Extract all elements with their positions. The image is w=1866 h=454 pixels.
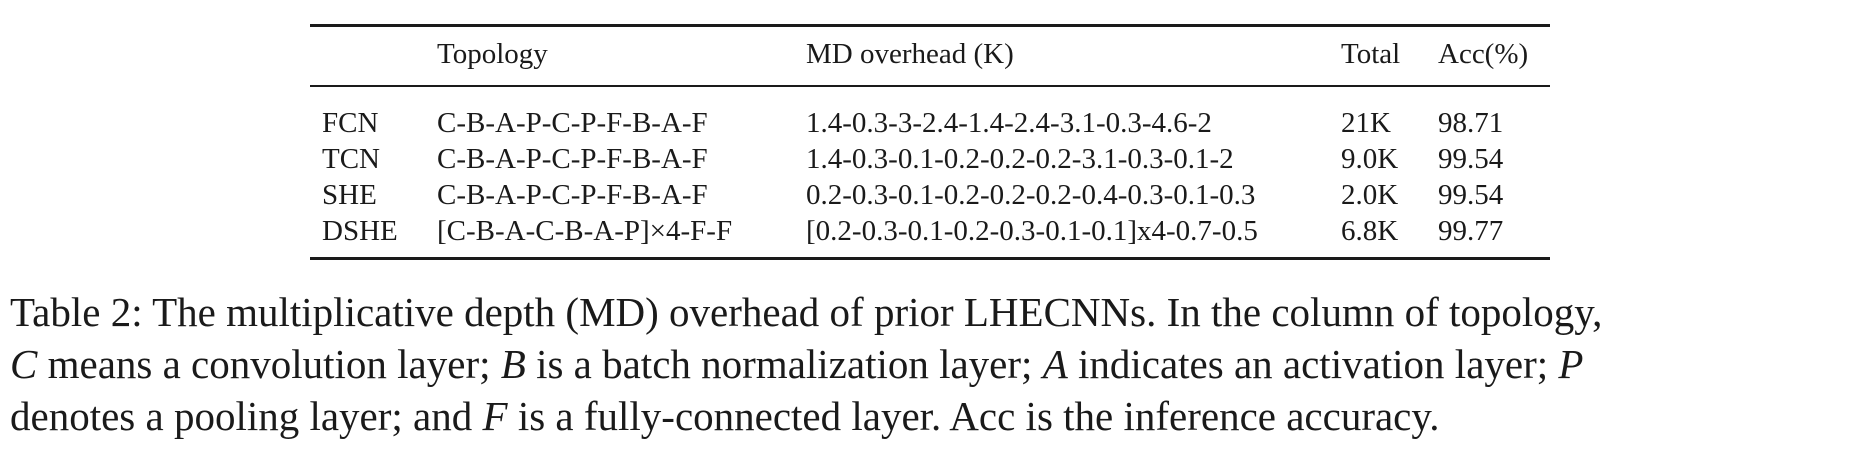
caption-text: is a batch normalization layer; [525,341,1043,387]
header-cell-md-overhead: MD overhead (K) [806,38,1014,70]
row-tcn-model: TCN [322,143,380,175]
caption-text: denotes a pooling layer; and [10,393,483,439]
caption-text: is a fully-connected layer. Acc is the i… [507,393,1440,439]
row-fcn-model: FCN [322,107,379,139]
table-caption: Table 2: The multiplicative depth (MD) o… [10,286,1860,442]
row-dshe-model: DSHE [322,215,398,247]
row-she-topology: C-B-A-P-C-P-F-B-A-F [437,179,708,211]
row-fcn-md-overhead: 1.4-0.3-3-2.4-1.4-2.4-3.1-0.3-4.6-2 [806,107,1212,139]
row-fcn-acc: 98.71 [1438,107,1504,139]
caption-line-3: denotes a pooling layer; and F is a full… [10,390,1860,442]
row-she-total: 2.0K [1341,179,1399,211]
caption-var-b: B [500,341,526,387]
caption-line-1: Table 2: The multiplicative depth (MD) o… [10,289,1603,335]
row-she-model: SHE [322,179,377,211]
row-fcn-topology: C-B-A-P-C-P-F-B-A-F [437,107,708,139]
caption-var-c: C [10,341,38,387]
row-tcn-topology: C-B-A-P-C-P-F-B-A-F [437,143,708,175]
table-header-rule [310,85,1550,87]
row-dshe-md-overhead: [0.2-0.3-0.1-0.2-0.3-0.1-0.1]x4-0.7-0.5 [806,215,1258,247]
row-tcn-md-overhead: 1.4-0.3-0.1-0.2-0.2-0.2-3.1-0.3-0.1-2 [806,143,1234,175]
caption-var-f: F [482,393,508,439]
row-she-acc: 99.54 [1438,179,1504,211]
row-she-md-overhead: 0.2-0.3-0.1-0.2-0.2-0.2-0.4-0.3-0.1-0.3 [806,179,1256,211]
row-dshe-acc: 99.77 [1438,215,1504,247]
caption-line-2: C means a convolution layer; B is a batc… [10,338,1860,390]
caption-text: means a convolution layer; [37,341,501,387]
row-dshe-topology: [C-B-A-C-B-A-P]×4-F-F [437,215,733,247]
header-cell-topology: Topology [437,38,548,70]
row-tcn-acc: 99.54 [1438,143,1504,175]
caption-var-a: A [1042,341,1068,387]
row-fcn-total: 21K [1341,107,1391,139]
header-cell-total: Total [1341,38,1401,70]
caption-var-p: P [1558,341,1584,387]
table-top-rule [310,24,1550,27]
caption-text: indicates an activation layer; [1067,341,1559,387]
row-tcn-total: 9.0K [1341,143,1399,175]
table-bottom-rule [310,257,1550,260]
header-cell-acc: Acc(%) [1438,38,1529,70]
row-dshe-total: 6.8K [1341,215,1399,247]
